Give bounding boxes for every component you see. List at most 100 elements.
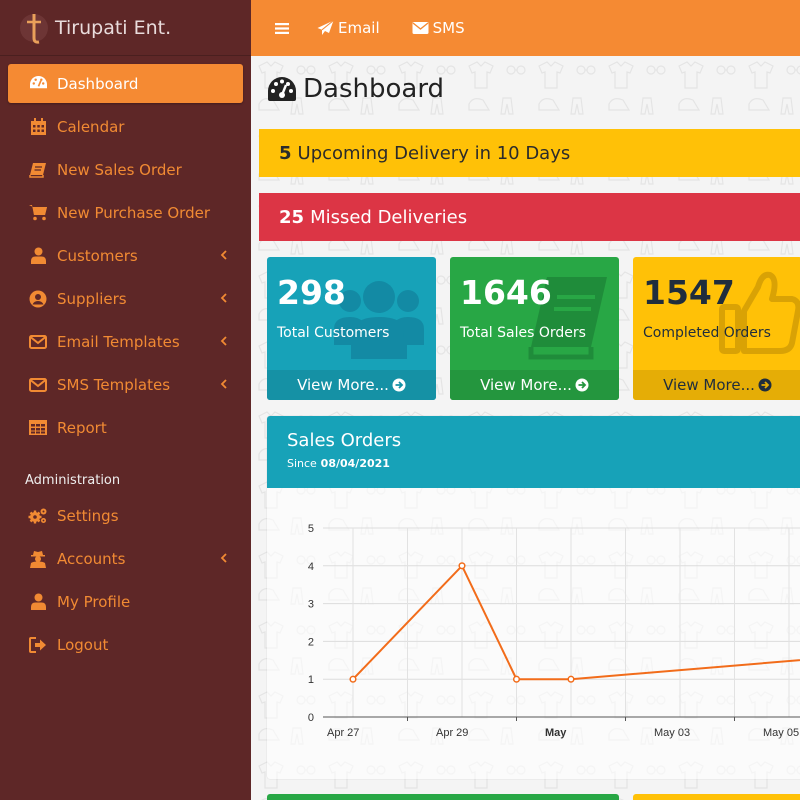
chevron-left-icon <box>220 250 227 260</box>
chart-y-tick-label: 0 <box>308 712 314 724</box>
user-icon <box>28 246 48 266</box>
total-sales-orders-label: Total Sales Orders <box>460 325 586 341</box>
users-icon <box>334 281 424 359</box>
chart-y-tick-label: 1 <box>308 674 314 686</box>
sidebar-item-label: Accounts <box>57 549 126 568</box>
chart-x-tick-label: May 05 <box>763 727 799 739</box>
total-sales-orders-value: 1646 <box>460 273 552 312</box>
tachometer-icon <box>28 74 48 94</box>
brand-logo-icon <box>20 13 48 44</box>
sidebar-item-label: My Profile <box>57 592 131 611</box>
total-sales-orders-box: 1646 Total Sales Orders View More... <box>450 257 619 400</box>
paper-plane-icon <box>317 20 334 35</box>
book-icon <box>528 277 607 360</box>
next-box-green-edge <box>267 794 619 800</box>
sidebar-admin-nav: Settings Accounts My Profile Logout <box>0 496 251 664</box>
completed-orders-box: 1547 Completed Orders View More... <box>633 257 800 400</box>
chart-data-point <box>458 562 466 570</box>
sales-orders-card: Sales Orders Since 08/04/2021 0 1 2 3 4 5 Apr … <box>267 416 800 779</box>
sidebar-item-report[interactable]: Report <box>8 408 243 447</box>
view-more-label: View More... <box>480 376 572 394</box>
chart-x-tick-label: Apr 27 <box>327 727 359 739</box>
email-button[interactable]: Email <box>317 19 380 37</box>
sidebar-item-dashboard[interactable]: Dashboard <box>8 64 243 103</box>
sidebar-item-label: Customers <box>57 246 138 265</box>
sidebar-item-label: Logout <box>57 635 109 654</box>
cogs-icon <box>28 506 48 526</box>
chevron-left-icon <box>220 379 227 389</box>
sidebar-item-label: SMS Templates <box>57 375 171 394</box>
user-icon <box>28 592 48 612</box>
chart-data-point <box>512 675 521 683</box>
chevron-left-icon <box>220 293 227 303</box>
sidebar-item-label: Suppliers <box>57 289 127 308</box>
sidebar-item-suppliers[interactable]: Suppliers <box>8 279 243 318</box>
sidebar-item-label: New Sales Order <box>57 160 182 179</box>
total-customers-value: 298 <box>277 273 346 312</box>
total-customers-label: Total Customers <box>277 325 390 341</box>
sales-orders-card-title: Sales Orders <box>287 430 402 451</box>
table-icon <box>28 418 48 438</box>
completed-orders-label: Completed Orders <box>643 325 771 341</box>
sms-button[interactable]: SMS <box>412 19 465 37</box>
brand-name: Tirupati Ent. <box>55 16 172 39</box>
sidebar-item-label: Calendar <box>57 117 125 136</box>
sidebar-item-settings[interactable]: Settings <box>8 496 243 535</box>
arrow-circle-right-icon <box>758 378 772 392</box>
cart-icon <box>28 203 48 223</box>
chart-y-tick-label: 2 <box>308 636 314 648</box>
upcoming-delivery-count: 5 <box>279 142 292 164</box>
view-more-label: View More... <box>663 376 755 394</box>
sidebar-item-sms-templates[interactable]: SMS Templates <box>8 365 243 404</box>
completed-orders-view-more-link[interactable]: View More... <box>633 370 800 400</box>
sidebar-item-email-templates[interactable]: Email Templates <box>8 322 243 361</box>
since-label: Since <box>287 457 317 470</box>
total-customers-box: 298 Total Customers View More... <box>267 257 436 400</box>
menu-toggle-button[interactable] <box>275 22 293 35</box>
chart-x-tick-label: May 03 <box>654 727 690 739</box>
sidebar-item-label: Settings <box>57 506 119 525</box>
sales-orders-card-header: Sales Orders Since 08/04/2021 <box>267 416 800 488</box>
thumbs-up-icon <box>719 271 800 354</box>
sidebar-item-calendar[interactable]: Calendar <box>8 107 243 146</box>
chart-data-point <box>567 675 575 683</box>
sidebar-item-label: Report <box>57 418 107 437</box>
sidebar-item-new-purchase-order[interactable]: New Purchase Order <box>8 193 243 232</box>
main-content: Dashboard 5 Upcoming Delivery in 10 Days… <box>251 56 800 800</box>
sidebar-item-logout[interactable]: Logout <box>8 625 243 664</box>
page-title-text: Dashboard <box>303 74 445 104</box>
chart-x-tick-label: Apr 29 <box>436 727 468 739</box>
total-customers-view-more-link[interactable]: View More... <box>267 370 436 400</box>
sales-orders-card-subtitle: Since 08/04/2021 <box>287 457 800 470</box>
chart-series-line <box>352 564 800 681</box>
page-title: Dashboard <box>267 74 444 104</box>
sidebar: Tirupati Ent. Dashboard Calendar New Sal… <box>0 0 251 800</box>
chart-y-tick-label: 3 <box>308 599 314 611</box>
sidebar-item-my-profile[interactable]: My Profile <box>8 582 243 621</box>
sidebar-item-new-sales-order[interactable]: New Sales Order <box>8 150 243 189</box>
next-box-yellow-edge <box>633 794 800 800</box>
chart-y-tick-label: 4 <box>308 561 314 573</box>
chevron-left-icon <box>220 336 227 346</box>
brand[interactable]: Tirupati Ent. <box>0 0 251 56</box>
chevron-left-icon <box>220 553 227 563</box>
arrow-circle-right-icon <box>392 378 406 392</box>
sidebar-item-customers[interactable]: Customers <box>8 236 243 275</box>
tachometer-icon <box>268 77 296 101</box>
missed-deliveries-count: 25 <box>279 206 305 228</box>
arrow-circle-right-icon <box>575 378 589 392</box>
top-navbar: Email SMS <box>251 0 800 56</box>
chart-x-tick-label: May <box>545 727 567 739</box>
upcoming-delivery-text: Upcoming Delivery in 10 Days <box>297 142 571 164</box>
missed-deliveries-alert[interactable]: 25 Missed Deliveries <box>259 193 800 241</box>
upcoming-delivery-alert[interactable]: 5 Upcoming Delivery in 10 Days <box>259 129 800 177</box>
book-icon <box>28 160 48 180</box>
envelope-icon <box>28 375 48 395</box>
sidebar-item-accounts[interactable]: Accounts <box>8 539 243 578</box>
chart-y-tick-label: 5 <box>308 523 314 535</box>
sidebar-nav: Dashboard Calendar New Sales Order New P… <box>0 64 251 447</box>
since-date: 08/04/2021 <box>320 457 390 470</box>
user-circle-icon <box>28 289 48 309</box>
total-sales-orders-view-more-link[interactable]: View More... <box>450 370 619 400</box>
sidebar-item-label: New Purchase Order <box>57 203 210 222</box>
